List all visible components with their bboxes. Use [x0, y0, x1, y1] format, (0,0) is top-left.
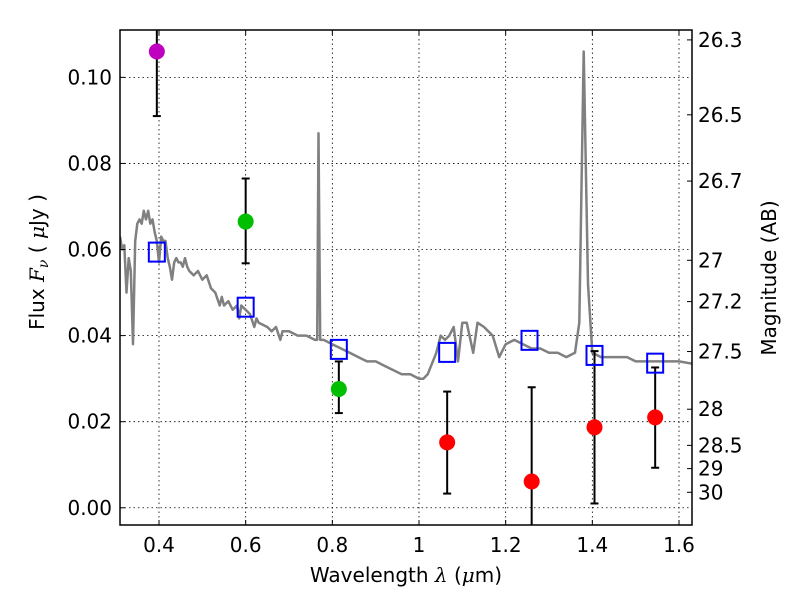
- y-label-nu: ν: [36, 259, 52, 268]
- x-axis-ticks: 0.4 0.6 0.8 1 1.2 1.4 1.6: [143, 30, 695, 557]
- y-tick-label: 0.02: [67, 410, 112, 434]
- y-tick-label: 0.06: [67, 238, 112, 262]
- model-photometry-square: [646, 352, 665, 374]
- plot-frame: [119, 29, 693, 526]
- model-photometry-square: [438, 341, 457, 363]
- right-tick-label: 28: [698, 397, 723, 421]
- x-label-unit: m): [475, 563, 502, 587]
- right-tick-label: 27.5: [698, 340, 743, 364]
- model-spectrum-layer: [120, 50, 692, 380]
- right-tick-label: 27.2: [698, 290, 743, 314]
- y-label-unit: Jy ): [25, 194, 49, 228]
- right-tick-label: 29: [698, 457, 723, 481]
- observed-flux-point: [330, 380, 347, 397]
- y-tick-label: 0.10: [67, 65, 112, 89]
- y-tick-label: 0.04: [67, 324, 112, 348]
- y-axis-label: Flux Fν ( μJy ): [25, 194, 52, 330]
- right-tick-label: 30: [698, 480, 723, 504]
- observed-flux-point: [647, 409, 664, 426]
- observed-flux-point: [237, 213, 254, 230]
- model-photometry-square: [147, 241, 166, 263]
- model-photometry-square: [520, 329, 539, 351]
- y-label-mu: μ: [25, 226, 49, 239]
- right-tick-label: 27: [698, 248, 723, 272]
- right-tick-label: 26.7: [698, 169, 743, 193]
- x-axis-label: Wavelength λ (μm): [310, 563, 502, 587]
- model-photometry-square: [236, 296, 255, 318]
- y-label-text: Flux: [25, 282, 49, 330]
- right-tick-label: 28.5: [698, 433, 743, 457]
- model-photometry-square: [585, 344, 604, 366]
- marker-layer: [147, 43, 665, 490]
- x-tick-label: 0.8: [316, 533, 348, 557]
- right-axis-label: Magnitude (AB): [757, 200, 781, 355]
- x-label-mu: μ: [462, 563, 475, 587]
- y-tick-label: 0.00: [67, 496, 112, 520]
- x-label-paren: (: [448, 563, 462, 587]
- x-tick-label: 0.4: [143, 533, 175, 557]
- x-label-lambda: λ: [434, 563, 448, 587]
- x-tick-label: 1: [413, 533, 426, 557]
- right-tick-label: 26.3: [698, 28, 743, 52]
- right-tick-label: 26.5: [698, 103, 743, 127]
- grid: [120, 30, 692, 525]
- x-tick-label: 1.6: [663, 533, 695, 557]
- y-axis-ticks: 0.00 0.02 0.04 0.06 0.08 0.10: [67, 65, 125, 520]
- observed-flux-point: [523, 473, 540, 490]
- model-spectrum-line: [120, 50, 692, 380]
- x-label-text: Wavelength: [310, 563, 435, 587]
- observed-flux-point: [586, 419, 603, 436]
- observed-flux-point: [439, 434, 456, 451]
- y-tick-label: 0.08: [67, 151, 112, 175]
- y-label-F: F: [25, 267, 49, 283]
- x-tick-label: 1.2: [490, 533, 522, 557]
- x-tick-label: 1.4: [576, 533, 608, 557]
- y-label-paren: (: [25, 239, 49, 260]
- model-photometry-square: [329, 338, 348, 360]
- observed-flux-point: [148, 43, 165, 60]
- x-tick-label: 0.6: [230, 533, 262, 557]
